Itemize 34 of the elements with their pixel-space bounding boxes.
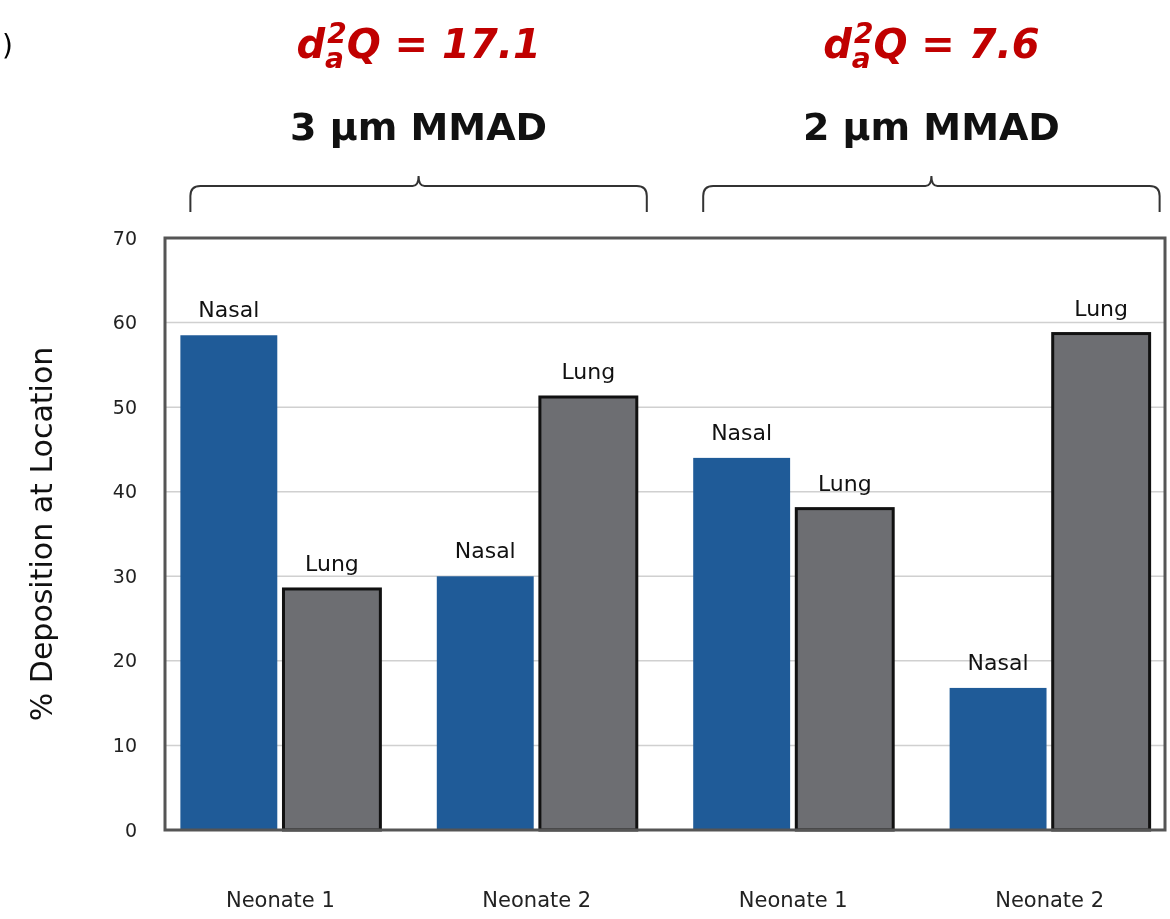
text: d$_{a}$$^{2}$Q = 7.6 bbox=[823, 16, 1040, 75]
y-tick-label: 50 bbox=[112, 395, 137, 418]
y-tick-label: 70 bbox=[112, 226, 137, 249]
text: Nasal bbox=[967, 649, 1029, 675]
bar bbox=[1051, 332, 1152, 832]
text: Nasal bbox=[711, 419, 773, 445]
text: 2 µm MMAD bbox=[802, 105, 1060, 149]
y-tick-label: 30 bbox=[112, 564, 137, 587]
bar bbox=[538, 395, 639, 832]
y-axis-title: % Deposition at Location bbox=[24, 346, 59, 722]
bar bbox=[180, 335, 278, 830]
y-tick-label: 60 bbox=[112, 311, 137, 334]
text: Lung bbox=[817, 470, 872, 496]
text: d$_{a}$$^{2}$Q = 17.1 bbox=[296, 16, 541, 75]
text: Lung bbox=[1074, 295, 1129, 321]
x-tick-label: Neonate 2 bbox=[995, 887, 1105, 912]
x-tick-label: Neonate 2 bbox=[482, 887, 592, 912]
series-label: Nasal bbox=[198, 297, 260, 323]
text: 3 µm MMAD bbox=[290, 105, 548, 149]
series-label: Lung bbox=[305, 550, 359, 576]
text: Nasal bbox=[454, 538, 516, 564]
x-tick-label: Neonate 1 bbox=[738, 887, 848, 912]
bar bbox=[693, 457, 791, 830]
bar bbox=[436, 576, 534, 830]
bar bbox=[949, 687, 1047, 830]
text: ) bbox=[2, 29, 13, 62]
y-tick-label: 20 bbox=[112, 649, 137, 672]
y-tick-label: 40 bbox=[112, 480, 137, 503]
bar bbox=[794, 507, 895, 832]
x-tick-label: Neonate 1 bbox=[225, 887, 335, 912]
y-tick-label: 0 bbox=[124, 818, 137, 841]
y-tick-label: 10 bbox=[112, 734, 137, 757]
bar bbox=[281, 587, 382, 832]
text: Lung bbox=[561, 358, 616, 384]
